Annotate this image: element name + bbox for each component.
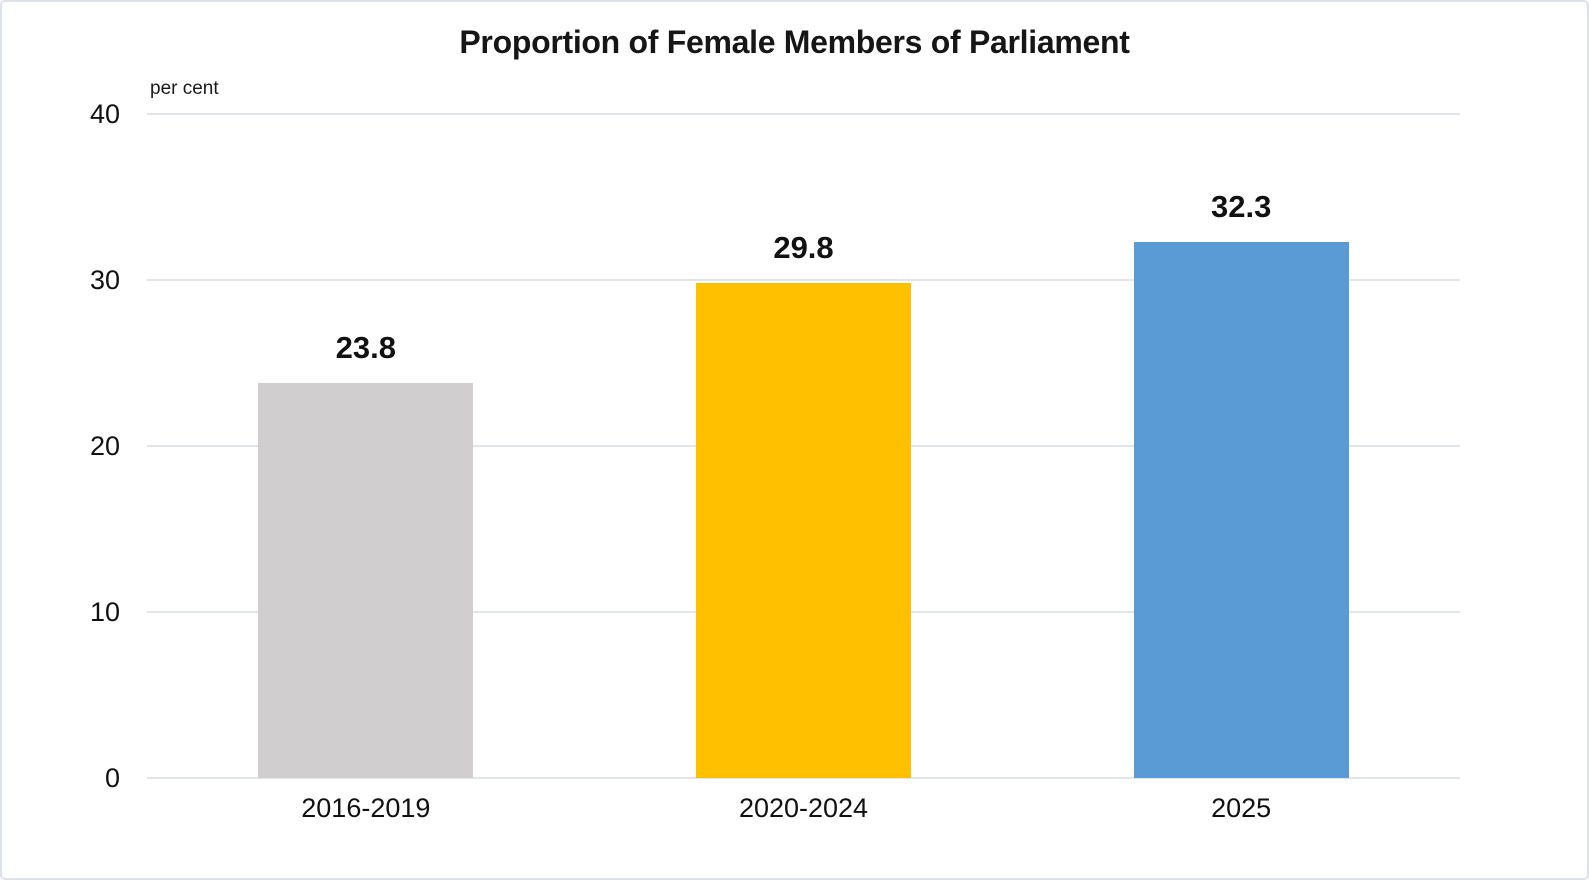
bar-value-label: 23.8 bbox=[335, 329, 396, 365]
chart-title: Proportion of Female Members of Parliame… bbox=[459, 24, 1130, 60]
y-axis-tick-label: 40 bbox=[89, 99, 120, 129]
gridline-y-0 bbox=[147, 777, 1460, 779]
bar-value-label: 29.8 bbox=[773, 230, 834, 266]
y-axis-tick-label: 0 bbox=[104, 763, 120, 793]
gridline-y-30 bbox=[147, 279, 1460, 281]
y-axis-tick-label: 10 bbox=[89, 597, 120, 627]
x-axis-label: 2025 bbox=[1211, 793, 1272, 823]
y-axis-unit-label: per cent bbox=[150, 78, 219, 99]
x-axis-label: 2016-2019 bbox=[301, 793, 431, 823]
y-axis-tick-label: 20 bbox=[89, 431, 120, 461]
bar-value-label: 32.3 bbox=[1210, 188, 1272, 224]
gridline-y-40 bbox=[147, 113, 1460, 115]
bar-2016-2019 bbox=[258, 382, 474, 778]
bar-2025 bbox=[1133, 241, 1349, 778]
x-axis-label: 2020-2024 bbox=[738, 793, 869, 823]
bar-2020-2024 bbox=[696, 283, 911, 778]
y-axis-tick-label: 30 bbox=[89, 265, 120, 295]
